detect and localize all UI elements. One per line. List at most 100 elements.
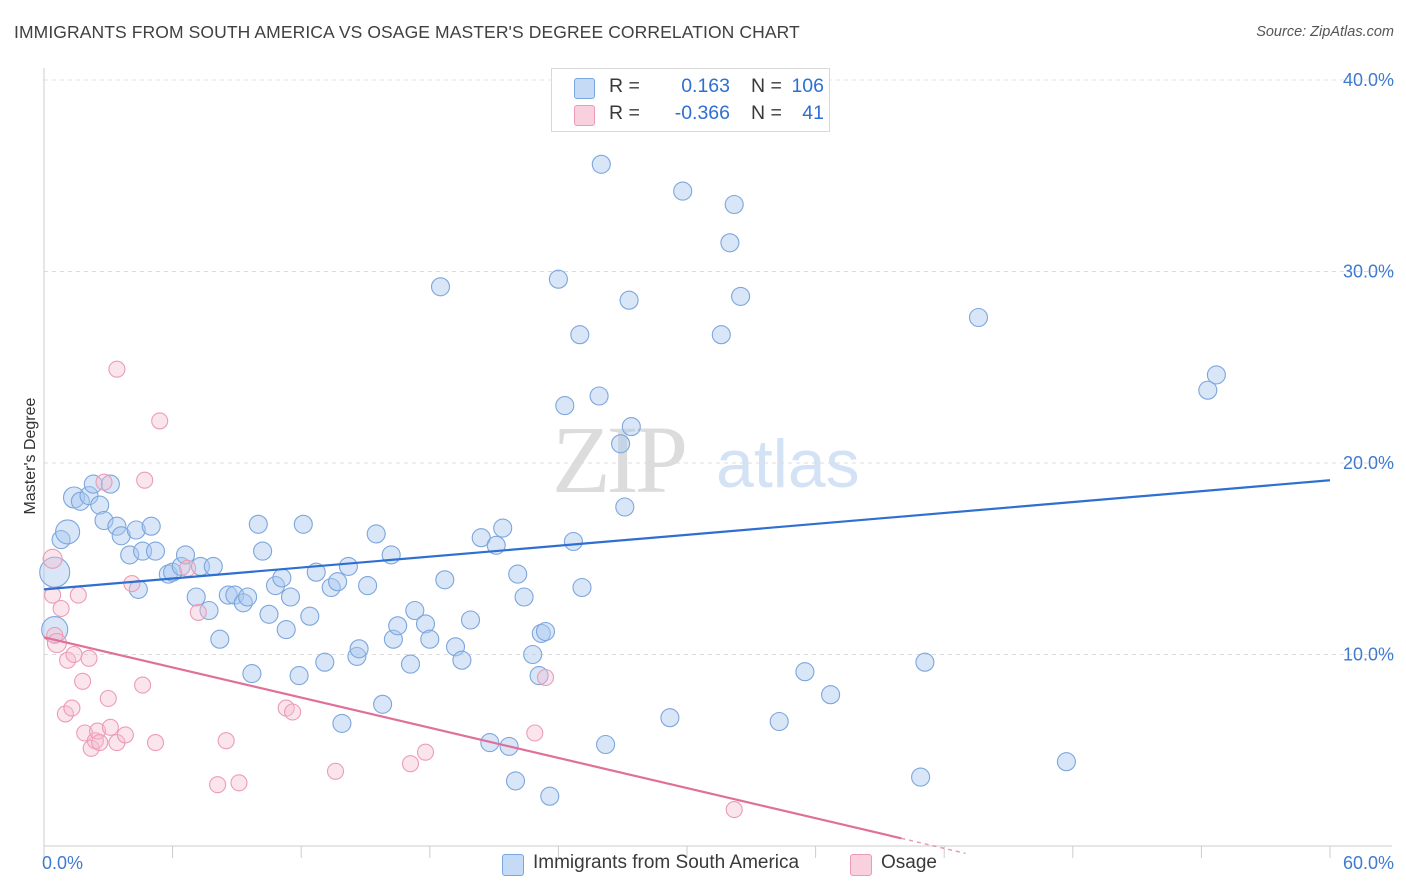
osage-point — [151, 412, 169, 430]
osage-point — [284, 703, 302, 721]
osage-point — [725, 801, 743, 819]
immigrants-trend-line — [43, 479, 1331, 591]
immigrants-point — [328, 572, 348, 592]
immigrants-point — [253, 541, 273, 561]
immigrants-point — [720, 233, 740, 253]
immigrants-point — [535, 621, 556, 642]
osage-point — [146, 734, 165, 752]
immigrants-point — [619, 290, 639, 310]
osage-point — [95, 473, 113, 491]
legend-r-value: 0.163 — [681, 75, 730, 97]
immigrants-point — [589, 386, 609, 406]
immigrants-point — [338, 556, 358, 576]
immigrants-point — [276, 620, 296, 640]
legend-r-label: R = — [609, 75, 640, 97]
immigrants-point — [529, 666, 549, 686]
osage-point — [59, 651, 77, 669]
osage-point — [179, 559, 197, 577]
immigrants-point — [493, 518, 513, 538]
legend-r-label: R = — [609, 102, 640, 124]
immigrants-point — [141, 516, 161, 536]
osage-point — [52, 599, 70, 618]
immigrants-point — [508, 564, 528, 584]
immigrants-point — [430, 277, 451, 297]
immigrants-point — [259, 604, 279, 624]
osage-point — [536, 668, 555, 687]
osage-point — [209, 776, 227, 794]
osage-point — [136, 471, 154, 489]
osage-point — [74, 672, 92, 690]
bottom-legend-swatch-osage — [850, 854, 872, 876]
y-axis-label: Master's Degree — [22, 397, 39, 514]
legend-n-value: 106 — [791, 75, 824, 97]
immigrants-point — [1198, 380, 1218, 400]
immigrants-point — [420, 629, 440, 649]
immigrants-point — [358, 576, 378, 596]
immigrants-point — [265, 576, 286, 596]
immigrants-point — [514, 587, 534, 607]
immigrants-point — [83, 474, 103, 494]
immigrants-point — [911, 767, 931, 787]
immigrants-point — [175, 545, 196, 565]
immigrants-point — [300, 606, 320, 626]
immigrants-point — [248, 514, 268, 534]
immigrants-point — [471, 528, 491, 548]
immigrants-point — [332, 713, 352, 733]
y-tick-label: 30.0% — [1343, 262, 1394, 282]
immigrants-point — [555, 396, 575, 416]
osage-trend-line — [43, 636, 902, 840]
osage-point — [526, 724, 544, 742]
legend-n-label: N = — [751, 75, 782, 97]
immigrants-point — [769, 711, 789, 732]
immigrants-point — [100, 474, 120, 494]
immigrants-point — [621, 417, 641, 437]
immigrants-point — [293, 514, 313, 534]
immigrants-point — [724, 194, 744, 215]
immigrants-point — [821, 685, 841, 705]
immigrants-point — [107, 516, 127, 536]
immigrants-point — [289, 666, 309, 686]
immigrants-point — [272, 568, 292, 588]
osage-point — [101, 718, 119, 736]
immigrants-point — [238, 587, 258, 607]
immigrants-point — [540, 786, 560, 806]
legend-r-value: -0.366 — [674, 102, 730, 124]
watermark: ZIP atlas — [552, 406, 860, 513]
series-immigrants-points — [39, 154, 1226, 806]
osage-point — [46, 632, 67, 654]
immigrants-point — [203, 556, 223, 576]
osage-point — [134, 676, 152, 694]
watermark-atlas: atlas — [716, 426, 860, 502]
immigrants-point — [366, 524, 386, 544]
tick-labels: 10.0% 20.0% 30.0% 40.0% 0.0% 60.0% — [42, 70, 1394, 873]
immigrants-point — [415, 614, 436, 634]
osage-point — [217, 732, 235, 750]
osage-point — [42, 548, 63, 569]
immigrants-point — [572, 577, 592, 598]
osage-point — [108, 360, 126, 378]
immigrants-point — [186, 587, 206, 607]
immigrants-point — [280, 587, 301, 607]
osage-point — [44, 586, 62, 604]
osage-point — [416, 743, 435, 761]
osage-point — [69, 586, 87, 604]
legend-swatch-osage — [574, 105, 595, 126]
legend-n-value: 41 — [802, 102, 824, 124]
watermark-zip: ZIP — [552, 406, 685, 513]
immigrants-point — [41, 616, 69, 644]
immigrants-point — [120, 545, 140, 565]
immigrants-point — [711, 325, 731, 345]
osage-trend-extension — [901, 837, 966, 855]
osage-point — [56, 705, 74, 723]
chart-title: IMMIGRANTS FROM SOUTH AMERICA VS OSAGE M… — [14, 22, 800, 42]
immigrants-point — [596, 734, 616, 755]
immigrants-point — [660, 708, 680, 728]
immigrants-point — [373, 694, 393, 714]
immigrants-point — [347, 646, 367, 666]
grid-lines — [44, 79, 1392, 655]
osage-point — [63, 699, 81, 717]
immigrants-point — [126, 520, 146, 540]
immigrants-point — [795, 662, 815, 682]
bottom-legend-osage: Osage — [850, 851, 950, 877]
